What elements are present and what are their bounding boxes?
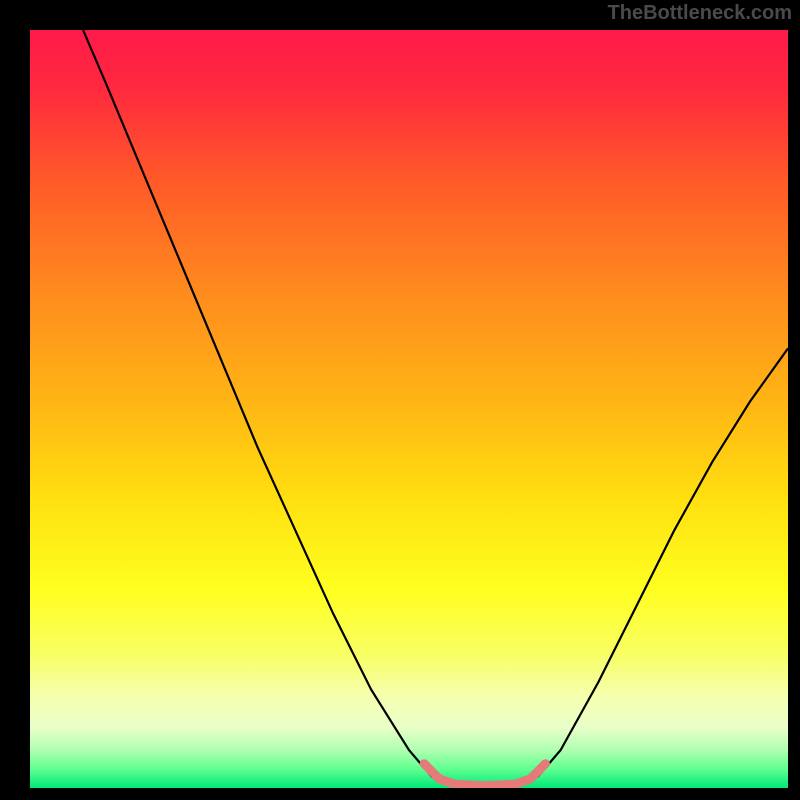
plot-svg bbox=[30, 30, 788, 788]
chart-container: TheBottleneck.com bbox=[0, 0, 800, 800]
gradient-background bbox=[30, 30, 788, 788]
plot-area bbox=[30, 30, 788, 788]
watermark-text: TheBottleneck.com bbox=[608, 2, 792, 25]
